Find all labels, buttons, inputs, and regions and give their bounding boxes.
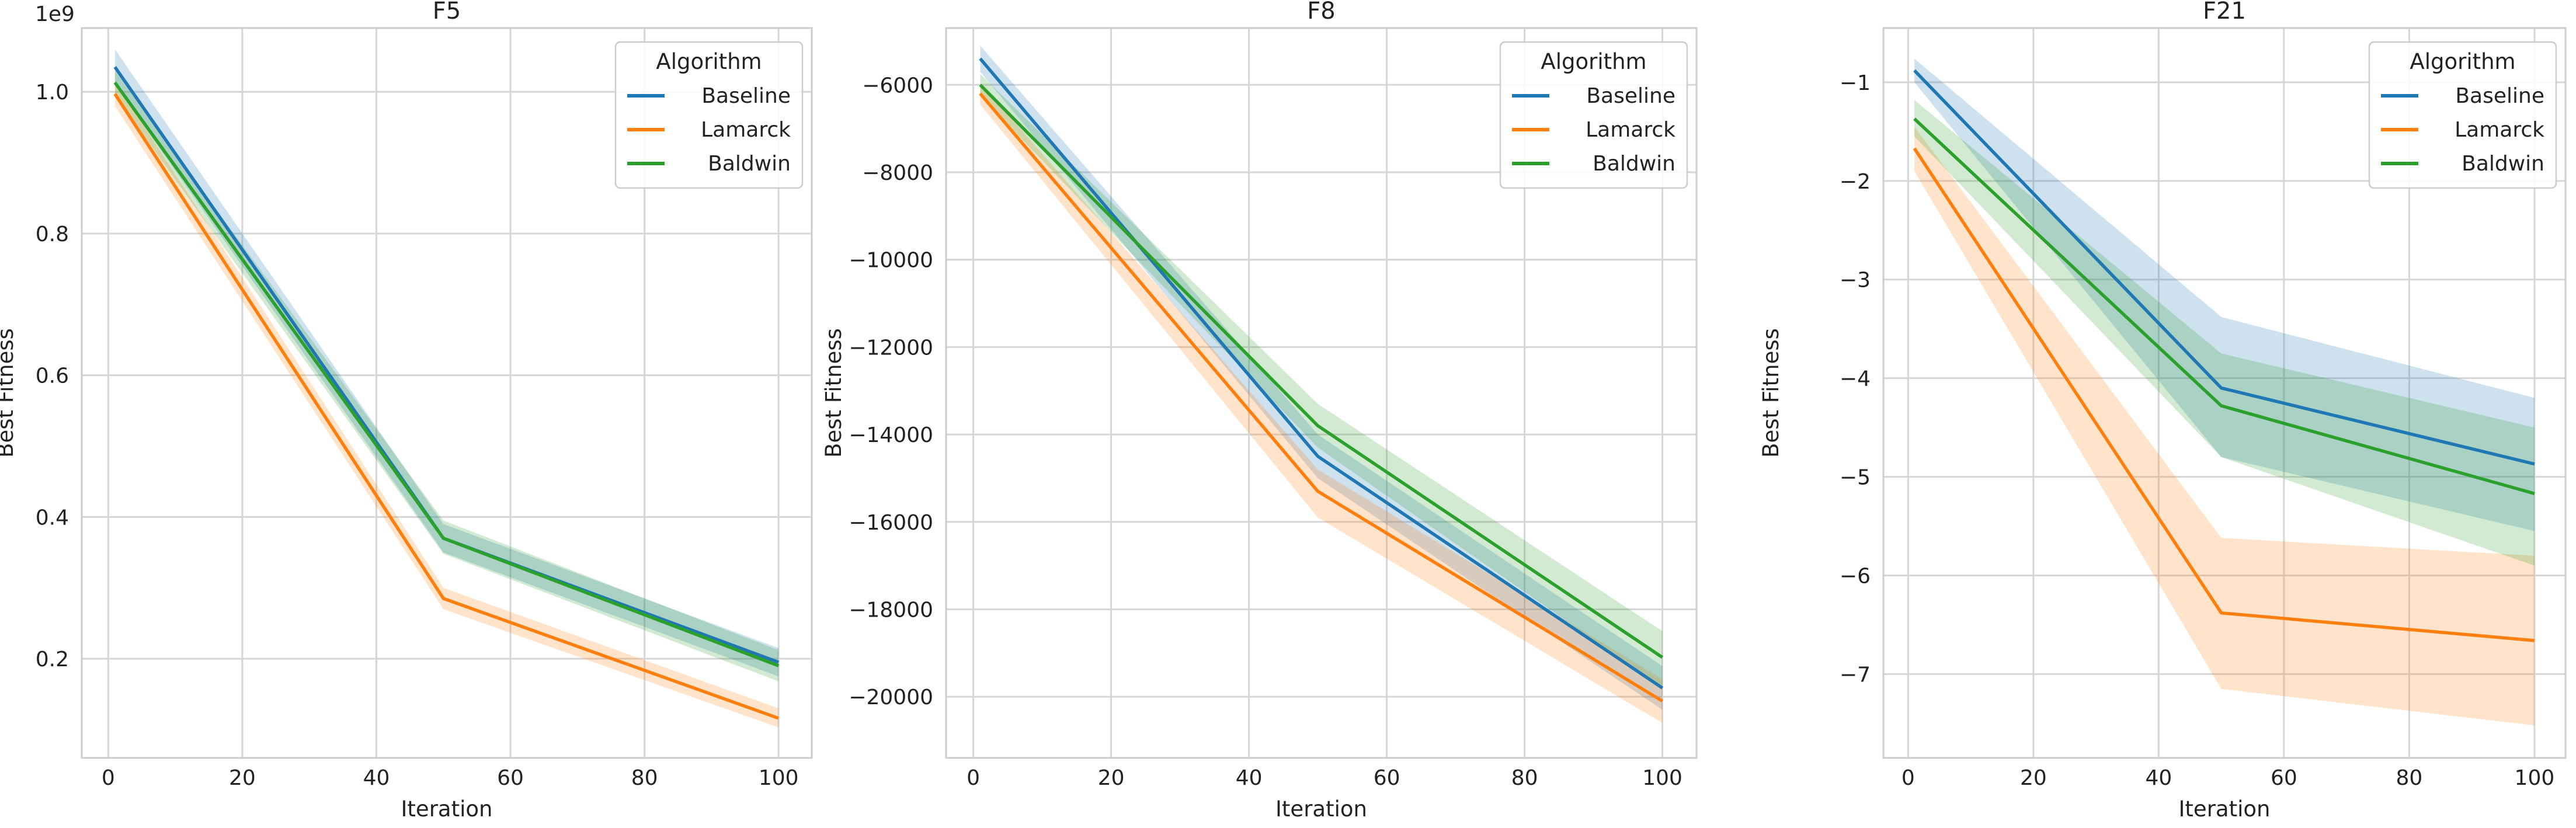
y-tick-label: −14000 [849,423,933,447]
legend-label-baldwin: Baldwin [1593,152,1675,176]
x-tick-label: 0 [102,766,115,790]
y-tick-label: −3 [1840,269,1871,293]
legend: Algorithm Baseline Lamarck Baldwin [1499,41,1688,189]
legend-label-baseline: Baseline [2455,84,2544,108]
y-tick-label: −20000 [849,686,933,709]
x-tick-label: 80 [1511,766,1538,790]
confidence-band-baldwin [980,74,1663,688]
series-line-baseline [1913,69,2535,466]
legend-box [1499,41,1688,189]
x-tick-label: 0 [1901,766,1915,790]
y-tick-label: −6 [1840,565,1871,589]
x-tick-label: 60 [1374,766,1400,790]
y-tick-label: 0.4 [36,506,69,530]
legend-title: Algorithm [656,49,762,74]
legend-box [2368,41,2557,189]
confidence-band-baseline [1914,58,2535,531]
series-line-baldwin [113,81,780,667]
x-tick-label: 60 [497,766,524,790]
y-tick-label: 0.2 [36,648,69,672]
y-tick-label: −5 [1840,466,1871,490]
x-tick-label: 0 [967,766,980,790]
series-line-baseline [979,57,1664,690]
y-tick-label: −4 [1840,367,1871,391]
series-line-lamarck [113,93,780,720]
y-tick-label: −10000 [849,249,933,273]
confidence-band-baseline [114,49,779,677]
y-tick-label: −12000 [849,336,933,360]
y-tick-label: −6000 [862,74,933,98]
legend: Algorithm Baseline Lamarck Baldwin [614,41,804,189]
legend-title: Algorithm [1541,49,1646,74]
x-axis-label: Iteration [1275,796,1367,822]
plot-frame [81,27,813,759]
y-tick-label: −18000 [849,599,933,622]
series-line-lamarck [1913,147,2535,642]
x-tick-label: 40 [1236,766,1263,790]
x-axis-label: Iteration [2179,796,2271,822]
legend-title: Algorithm [2410,49,2515,74]
legend: Algorithm Baseline Lamarck Baldwin [2368,41,2557,189]
legend-label-lamarck: Lamarck [2455,118,2544,142]
x-tick-label: 60 [2271,766,2297,790]
series-line-baldwin [1913,117,2535,495]
legend-box [614,41,804,189]
plot-frame [1882,27,2567,759]
legend-label-baseline: Baseline [701,84,791,108]
legend-label-baseline: Baseline [1586,84,1675,108]
x-tick-label: 80 [2396,766,2422,790]
y-tick-label: 0.8 [36,222,69,246]
x-tick-label: 40 [363,766,390,790]
y-tick-label: −16000 [849,511,933,535]
x-axis-label: Iteration [401,796,493,822]
x-tick-label: 100 [1642,766,1682,790]
chart-title: F8 [1307,0,1335,25]
x-tick-label: 20 [1098,766,1125,790]
y-tick-label: −1 [1840,71,1871,95]
plot-frame [945,27,1698,759]
x-tick-label: 20 [2020,766,2047,790]
chart-panel-f8: 0 20 40 60 80 100 −20000 −18000 −16000 −14000 −120… [821,0,1698,822]
y-axis-offset-label: 1e9 [35,2,75,26]
series-line-baldwin [979,84,1664,659]
chart-title: F21 [2203,0,2246,25]
x-tick-label: 100 [2515,766,2555,790]
y-tick-label: 1.0 [36,81,69,105]
confidence-band-lamarck [1914,126,2535,726]
x-tick-label: 40 [2145,766,2172,790]
series-line-lamarck [979,92,1664,703]
x-tick-label: 20 [229,766,256,790]
y-tick-label: 0.6 [36,364,69,388]
chart-panel-f5: 0 20 40 60 80 100 0.2 0.4 0.6 0.8 1.0 1e9 F5 Iteratio… [0,0,813,822]
y-axis-label: Best Fitness [1758,328,1784,458]
y-tick-label: −7 [1840,663,1871,687]
chart-panel-f21: 0 20 40 60 80 100 −7 −6 −5 −4 −3 −2 −1 F21 Iteration Be… [1758,0,2567,822]
y-tick-label: −8000 [862,161,933,185]
legend-label-lamarck: Lamarck [701,118,791,142]
x-tick-label: 100 [759,766,799,790]
legend-label-baldwin: Baldwin [2462,152,2544,176]
legend-label-baldwin: Baldwin [708,152,791,176]
legend-label-lamarck: Lamarck [1586,118,1675,142]
chart-title: F5 [433,0,461,25]
x-tick-label: 80 [631,766,658,790]
y-axis-label: Best Fitness [0,328,18,458]
y-tick-label: −2 [1840,170,1871,194]
y-axis-label: Best Fitness [821,328,846,458]
